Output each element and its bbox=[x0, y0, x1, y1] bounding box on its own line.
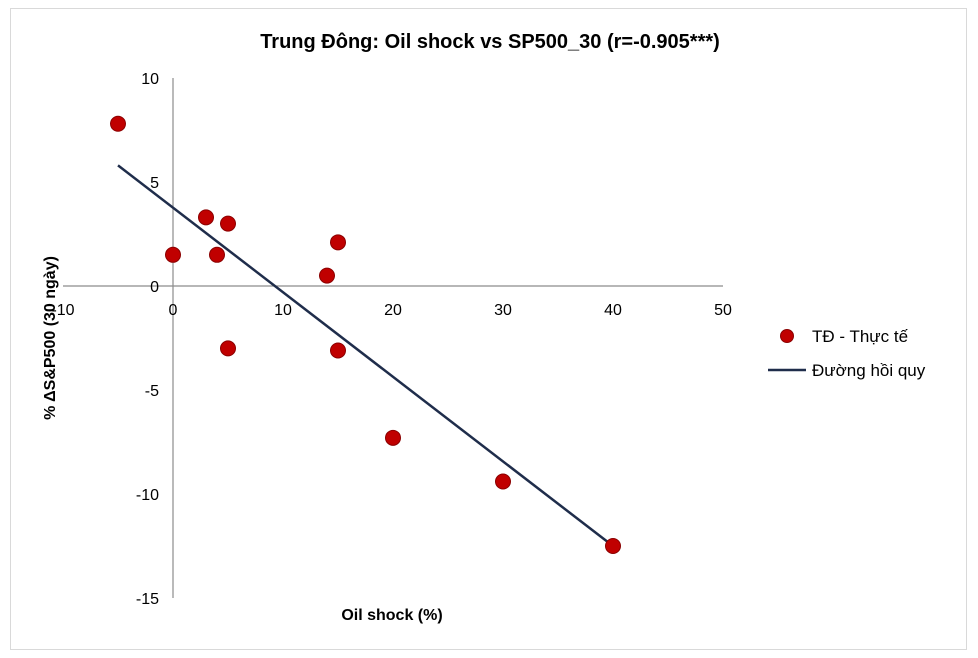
y-tick-label: 10 bbox=[141, 71, 159, 88]
x-axis-label: Oil shock (%) bbox=[341, 607, 442, 624]
data-point bbox=[198, 209, 214, 226]
y-tick-label: -10 bbox=[136, 487, 159, 504]
chart-frame bbox=[10, 8, 967, 650]
x-tick-label: -10 bbox=[51, 302, 74, 319]
legend-marker-swatch bbox=[780, 329, 794, 343]
data-point bbox=[319, 267, 335, 284]
y-tick-label: -5 bbox=[145, 383, 159, 400]
legend: TĐ - Thực tế Đường hồi quy bbox=[768, 327, 926, 380]
regression-line bbox=[117, 164, 614, 547]
data-point bbox=[110, 115, 126, 132]
regression-series bbox=[117, 164, 614, 547]
x-tick-label: 0 bbox=[169, 302, 178, 319]
x-tick-label: 10 bbox=[274, 302, 292, 319]
legend-label: Đường hồi quy bbox=[812, 361, 926, 380]
y-tick-label: -15 bbox=[136, 591, 159, 608]
x-tick-label: 20 bbox=[384, 302, 402, 319]
actual-series bbox=[110, 115, 621, 554]
x-tick-label: 40 bbox=[604, 302, 622, 319]
axes bbox=[63, 78, 723, 598]
chart-title: Trung Đông: Oil shock vs SP500_30 (r=-0.… bbox=[260, 31, 720, 53]
y-axis-label: % ΔS&P500 (30 ngày) bbox=[42, 256, 59, 420]
data-point bbox=[165, 246, 181, 263]
data-point bbox=[330, 342, 346, 359]
data-point bbox=[605, 538, 621, 554]
data-point bbox=[220, 215, 236, 232]
x-tick-label: 30 bbox=[494, 302, 512, 319]
y-tick-label: 5 bbox=[150, 175, 159, 192]
y-tick-label: 0 bbox=[150, 279, 159, 296]
data-point bbox=[495, 473, 511, 490]
legend-label: TĐ - Thực tế bbox=[812, 327, 909, 346]
x-tick-label: 50 bbox=[714, 302, 732, 319]
data-point bbox=[209, 246, 225, 263]
data-point bbox=[385, 429, 401, 446]
data-point bbox=[330, 234, 346, 251]
data-point bbox=[220, 340, 236, 357]
